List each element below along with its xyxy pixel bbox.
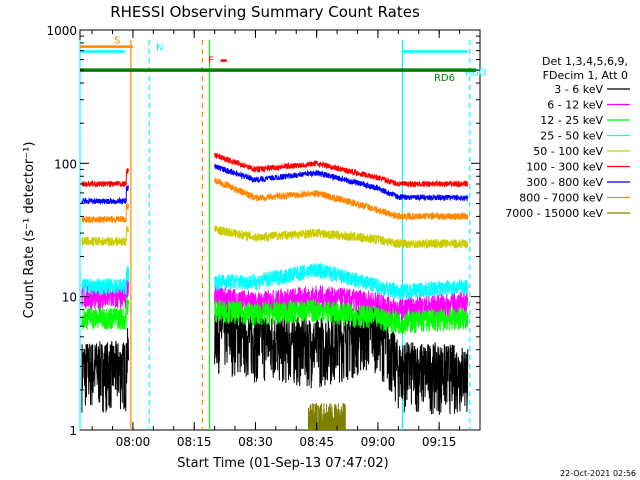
y-tick-label-3: 1000 <box>46 24 77 38</box>
x-tick-label-0: 08:00 <box>116 435 151 449</box>
legend-label-300-800-kev: 300 - 800 keV <box>526 176 603 189</box>
legend-label-25-50-kev: 25 - 50 keV <box>540 130 603 143</box>
flag-n-label: N <box>156 42 163 53</box>
series-300-800-kev <box>81 163 469 206</box>
axes: 08:00 08:15 08:30 08:45 09:00 09:15 1 10 100 1000 <box>46 24 481 449</box>
legend-label-12-25-kev: 12 - 25 keV <box>540 114 603 127</box>
y-tick-label-0: 1 <box>69 424 77 438</box>
plot-content: S N F RBD RD6 <box>79 36 487 430</box>
legend-header-1: Det 1,3,4,5,6,9, <box>542 55 628 68</box>
legend-header-2: FDecim 1, Att 0 <box>543 69 628 82</box>
chart-title: RHESSI Observing Summary Count Rates <box>110 3 420 21</box>
legend-label-6-12-kev: 6 - 12 keV <box>547 99 603 112</box>
legend-label-3-6-kev: 3 - 6 keV <box>554 83 603 96</box>
series-7000-15000-kev <box>308 403 346 430</box>
footer-timestamp: 22-Oct-2021 02:56 <box>560 469 636 478</box>
y-tick-label-1: 10 <box>62 291 77 305</box>
x-tick-label-1: 08:15 <box>177 435 212 449</box>
flag-rbd-label: RBD <box>465 67 487 78</box>
legend-label-800-7000-kev: 800 - 7000 keV <box>519 192 603 205</box>
y-tick-label-2: 100 <box>54 157 77 171</box>
flag-rd6-label: RD6 <box>434 73 455 84</box>
series-50-100-kev <box>81 225 469 250</box>
legend-label-100-300-kev: 100 - 300 keV <box>526 161 603 174</box>
legend-label-7000-15000-kev: 7000 - 15000 keV <box>505 207 603 220</box>
x-tick-label-4: 09:00 <box>361 435 396 449</box>
series-25-50-kev <box>81 262 469 300</box>
x-axis-label: Start Time (01-Sep-13 07:47:02) <box>177 456 388 471</box>
x-tick-label-5: 09:15 <box>422 435 457 449</box>
flag-f-label: F <box>208 56 214 67</box>
x-tick-label-2: 08:30 <box>238 435 273 449</box>
legend-label-50-100-kev: 50 - 100 keV <box>533 145 603 158</box>
x-tick-label-3: 08:45 <box>299 435 334 449</box>
legend: Det 1,3,4,5,6,9, FDecim 1, Att 0 3 - 6 k… <box>505 55 630 220</box>
flag-s-label: S <box>114 36 120 47</box>
series-800-7000-kev <box>81 177 469 224</box>
series-12-25-kev <box>81 296 469 335</box>
y-axis-label: Count Rate (s⁻¹ detector⁻¹) <box>22 142 37 319</box>
series-3-6-kev <box>81 301 469 415</box>
series-100-300-kev <box>81 152 469 189</box>
